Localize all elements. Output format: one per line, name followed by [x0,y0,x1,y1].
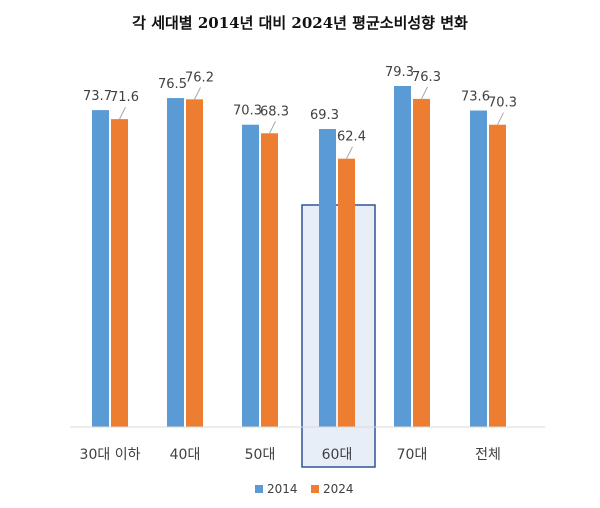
bar-2024-60대 [338,158,355,427]
x-tick-label-50대: 50대 [245,447,276,463]
data-label-2024-30대 이하: 71.6 [110,90,139,105]
data-label-2014-전체: 73.6 [461,90,490,105]
bar-2014-전체 [470,110,487,428]
bar-2014-30대 이하 [92,110,109,427]
data-label-leader-2024-40대 [194,87,201,100]
x-tick-label-전체: 전체 [475,447,501,463]
data-label-2014-30대 이하: 73.7 [83,89,112,104]
data-label-leader-2024-50대 [269,121,276,134]
bar-2014-50대 [242,124,259,428]
data-label-leader-2024-60대 [346,146,353,159]
data-label-2024-전체: 70.3 [488,96,517,111]
x-tick-label-60대: 60대 [322,447,353,463]
x-tick-label-70대: 70대 [397,447,428,463]
data-label-leader-2024-70대 [421,86,428,100]
x-tick-label-30대 이하: 30대 이하 [80,447,141,463]
legend-label-2024: 2024 [323,482,354,496]
bar-2024-30대 이하 [111,119,128,428]
data-label-2014-60대: 69.3 [310,108,339,123]
bar-2024-50대 [261,133,278,427]
legend-label-2014: 2014 [267,482,298,496]
bar-2024-40대 [186,99,203,427]
legend-swatch-2014 [255,485,263,493]
bar-2014-60대 [319,129,336,427]
legend-swatch-2024 [311,485,319,493]
bar-2024-70대 [413,98,430,427]
bar-2024-전체 [489,124,506,428]
x-tick-label-40대: 40대 [170,447,201,463]
data-label-leader-2024-30대 이하 [119,106,126,120]
bar-2014-40대 [167,98,184,428]
data-label-2024-50대: 68.3 [260,104,289,119]
data-label-2014-50대: 70.3 [233,104,262,119]
data-label-2024-40대: 76.2 [185,70,214,85]
data-label-2024-60대: 62.4 [337,130,366,145]
data-label-2024-70대: 76.3 [412,70,441,85]
data-label-2014-40대: 76.5 [158,77,187,92]
data-label-leader-2024-전체 [497,112,504,125]
data-label-2014-70대: 79.3 [385,65,414,80]
chart-title: 각 세대별 2014년 대비 2024년 평균소비성향 변화 [132,14,468,32]
bar-2014-70대 [394,86,411,427]
